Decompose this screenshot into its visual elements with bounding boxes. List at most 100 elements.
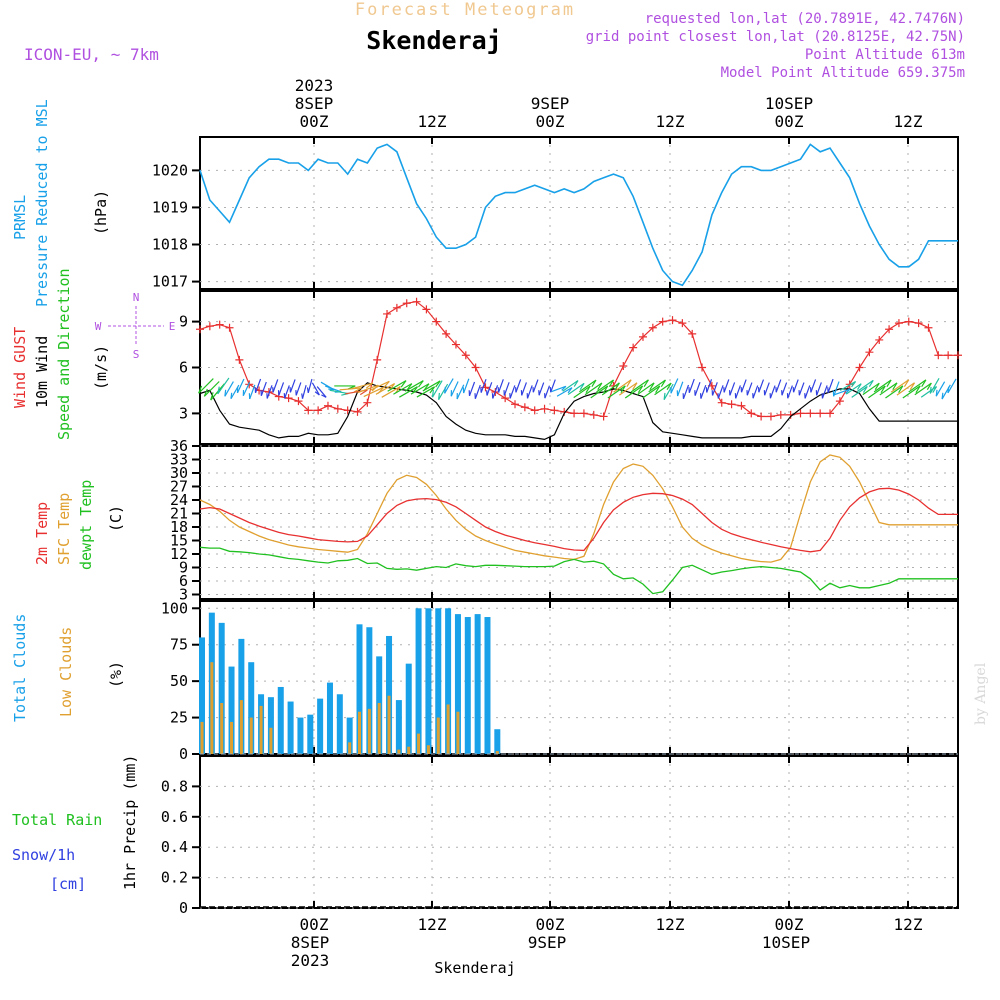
wind-arrow — [935, 381, 946, 397]
wind-arrow-head — [637, 385, 644, 394]
total-clouds-bar — [494, 729, 501, 754]
wind-arrow — [272, 379, 279, 393]
wind-arrow — [242, 381, 251, 396]
wind-arrow-head — [444, 386, 446, 394]
compass-west: W — [95, 320, 102, 333]
panel-frame — [199, 445, 959, 600]
wind-arrow-head — [597, 382, 603, 390]
low-clouds-bar — [367, 708, 371, 754]
total-clouds-bar — [405, 663, 412, 754]
wind-arrow — [630, 379, 649, 393]
wind-arrow — [947, 378, 957, 394]
wind-arrow — [474, 384, 481, 399]
wind-gust-marker — [432, 317, 441, 326]
wind-arrow-head — [898, 385, 904, 394]
wind-gust-marker — [914, 319, 923, 328]
precip-ylabel: 1hr Precip (mm) — [121, 755, 139, 890]
y-tick-label: 36 — [170, 437, 188, 455]
wind-arrow — [781, 382, 788, 396]
sfc-temp-line — [199, 454, 958, 563]
wind-gust-marker — [747, 409, 756, 418]
pressure-label-prmsl: PRMSL — [11, 195, 29, 240]
wind-gust-marker — [619, 361, 628, 370]
wind-arrow-head — [915, 385, 921, 394]
wind-gust-marker — [540, 404, 549, 413]
wind-arrow — [833, 388, 851, 396]
wind-gust-marker — [658, 317, 667, 326]
y-tick-label: 0.4 — [161, 838, 188, 856]
wind-arrow — [579, 379, 597, 393]
wind-arrow-head — [886, 379, 892, 388]
low-clouds-bar — [259, 705, 263, 754]
wind-gust-marker — [894, 319, 903, 328]
y-tick-label: 0.2 — [161, 869, 188, 887]
total-clouds-bar — [425, 608, 432, 754]
wind-arrow-head — [620, 385, 626, 394]
wind-arrow — [284, 385, 290, 399]
wind-arrow-head — [626, 379, 632, 388]
wind-arrow — [792, 379, 799, 393]
low-clouds-bar — [269, 727, 273, 754]
bottom-axis-date: 10SEP — [762, 933, 810, 952]
wind-gust-marker — [333, 404, 342, 413]
wind-arrow — [486, 382, 493, 396]
wind-arrow — [764, 382, 770, 396]
total-clouds-label: Total Clouds — [11, 614, 29, 722]
wind-arrow — [551, 385, 567, 393]
wind-arrow-head — [874, 382, 880, 390]
wind-gust-marker — [530, 406, 539, 415]
wind-arrow — [851, 385, 868, 398]
wind-arrow — [596, 379, 614, 393]
location-title: Skenderaj — [366, 26, 501, 55]
wind-arrow — [369, 380, 390, 392]
wind-arrow — [289, 379, 296, 393]
wind-arrow — [381, 386, 401, 398]
top-axis-hour: 00Z — [775, 112, 804, 131]
low-clouds-bar — [358, 711, 362, 754]
bottom-axis-hour: 00Z — [536, 915, 565, 934]
wind-gust-marker — [451, 340, 460, 349]
wind-gust-marker — [954, 351, 962, 360]
wind-gust-marker — [550, 406, 559, 415]
wind-10m-label: 10m Wind — [33, 336, 51, 408]
wind-arrow — [920, 386, 937, 398]
wind-arrow-head — [603, 385, 609, 394]
y-tick-label: 33 — [170, 451, 188, 469]
y-tick-label: 0 — [179, 745, 188, 763]
wind-arrow — [677, 381, 684, 397]
dewpt-label: dewpt Temp — [77, 480, 95, 570]
wind-gust-marker — [579, 409, 588, 418]
wind-gust-marker — [383, 309, 392, 318]
wind-arrow-head — [643, 379, 649, 388]
wind-arrow — [752, 385, 759, 399]
wind-gust-marker — [816, 409, 825, 418]
wind-arrow — [619, 382, 638, 396]
compass-rose: N S W E — [95, 291, 176, 361]
low-clouds-bar — [495, 751, 499, 754]
low-clouds-bar — [446, 704, 450, 754]
grid-point-coords: grid point closest lon,lat (20.8125E, 42… — [586, 29, 965, 45]
total-clouds-bar — [395, 700, 402, 754]
wind-arrow — [357, 384, 379, 394]
wind-arrow-head — [567, 387, 573, 394]
wind-arrow — [670, 378, 679, 394]
y-tick-label: 21 — [170, 505, 188, 523]
wind-gust-marker — [855, 363, 864, 372]
wind-arrow — [526, 385, 533, 399]
wind-arrow — [544, 385, 551, 399]
wind-gust-marker — [776, 410, 785, 419]
wind-arrow-head — [655, 385, 661, 394]
low-clouds-label: Low Clouds — [57, 627, 75, 717]
wind-arrow-head — [666, 382, 672, 390]
wind-arrow — [203, 381, 220, 397]
clouds-unit: (%) — [107, 661, 125, 688]
wind-arrow — [431, 380, 443, 398]
wind-arrow-head — [438, 392, 441, 400]
y-tick-label: 0.8 — [161, 777, 188, 795]
wind-arrow — [929, 378, 940, 394]
low-clouds-bar — [417, 733, 421, 754]
watermark: by Angel — [973, 662, 989, 725]
top-axis-hour: 00Z — [300, 112, 329, 131]
total-clouds-bar — [297, 717, 304, 754]
wind-arrow — [711, 382, 718, 396]
